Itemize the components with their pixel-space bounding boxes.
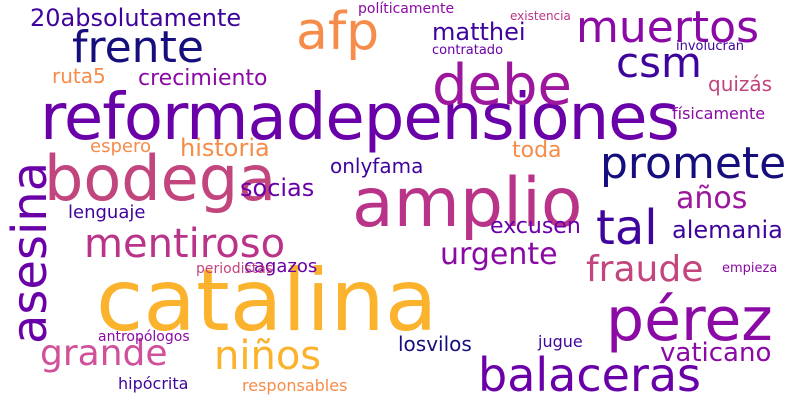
word-anos: años <box>676 181 748 216</box>
word-csm: csm <box>616 38 702 87</box>
word-cagazos: cagazos <box>244 256 318 277</box>
word-urgente: urgente <box>440 237 558 272</box>
word-jugue: jugue <box>538 332 583 351</box>
word-balaceras: balaceras <box>478 348 702 400</box>
word-amplio: amplio <box>352 164 583 243</box>
word-reformadepensiones: reformadepensiones <box>40 81 680 155</box>
word-politicamente: políticamente <box>358 1 455 17</box>
word-lenguaje: lenguaje <box>68 202 146 223</box>
word-contratado: contratado <box>432 43 504 58</box>
word-ruta5: ruta5 <box>52 64 106 88</box>
word-existencia: existencia <box>510 9 571 23</box>
word-involucran: involucran <box>676 39 745 54</box>
word-onlyfama: onlyfama <box>330 154 424 178</box>
word-muertos: muertos <box>576 2 760 53</box>
word-espero: espero <box>90 136 151 157</box>
word-socias: socias <box>240 174 315 202</box>
word-toda: toda <box>512 138 562 163</box>
word-alemania: alemania <box>672 216 783 244</box>
word-hipocrita: hipócrita <box>118 374 189 393</box>
word-antropologos: antropólogos <box>98 329 190 345</box>
word-vaticano: vaticano <box>660 338 772 368</box>
word-tal: tal <box>596 200 658 256</box>
word-fisicamente: físicamente <box>672 104 766 123</box>
word-periodistas: periodistas <box>196 261 274 277</box>
word-mentiroso: mentiroso <box>84 221 286 267</box>
word-bodega: bodega <box>44 142 277 215</box>
word-perez: pérez <box>606 285 773 355</box>
word-fraude: fraude <box>586 249 704 290</box>
word-ninos: niños <box>214 333 322 379</box>
word-debe: debe <box>432 53 572 118</box>
word-historia: historia <box>180 134 270 162</box>
word-responsables: responsables <box>242 376 348 395</box>
word-grande: grande <box>40 333 168 374</box>
word-asesina: asesina <box>2 161 58 344</box>
word-excusen: excusen <box>490 214 581 239</box>
word-crecimiento: crecimiento <box>138 66 268 91</box>
word-promete: promete <box>600 138 787 189</box>
word-afp: afp <box>296 2 380 62</box>
word-20absolutamente: 20absolutamente <box>30 4 242 32</box>
word-catalina: catalina <box>96 251 438 351</box>
word-empieza: empieza <box>722 261 778 276</box>
word-frente: frente <box>72 22 204 73</box>
word-matthei: matthei <box>432 18 526 46</box>
word-losvilos: losvilos <box>398 332 472 356</box>
word-quizas: quizás <box>708 72 773 96</box>
